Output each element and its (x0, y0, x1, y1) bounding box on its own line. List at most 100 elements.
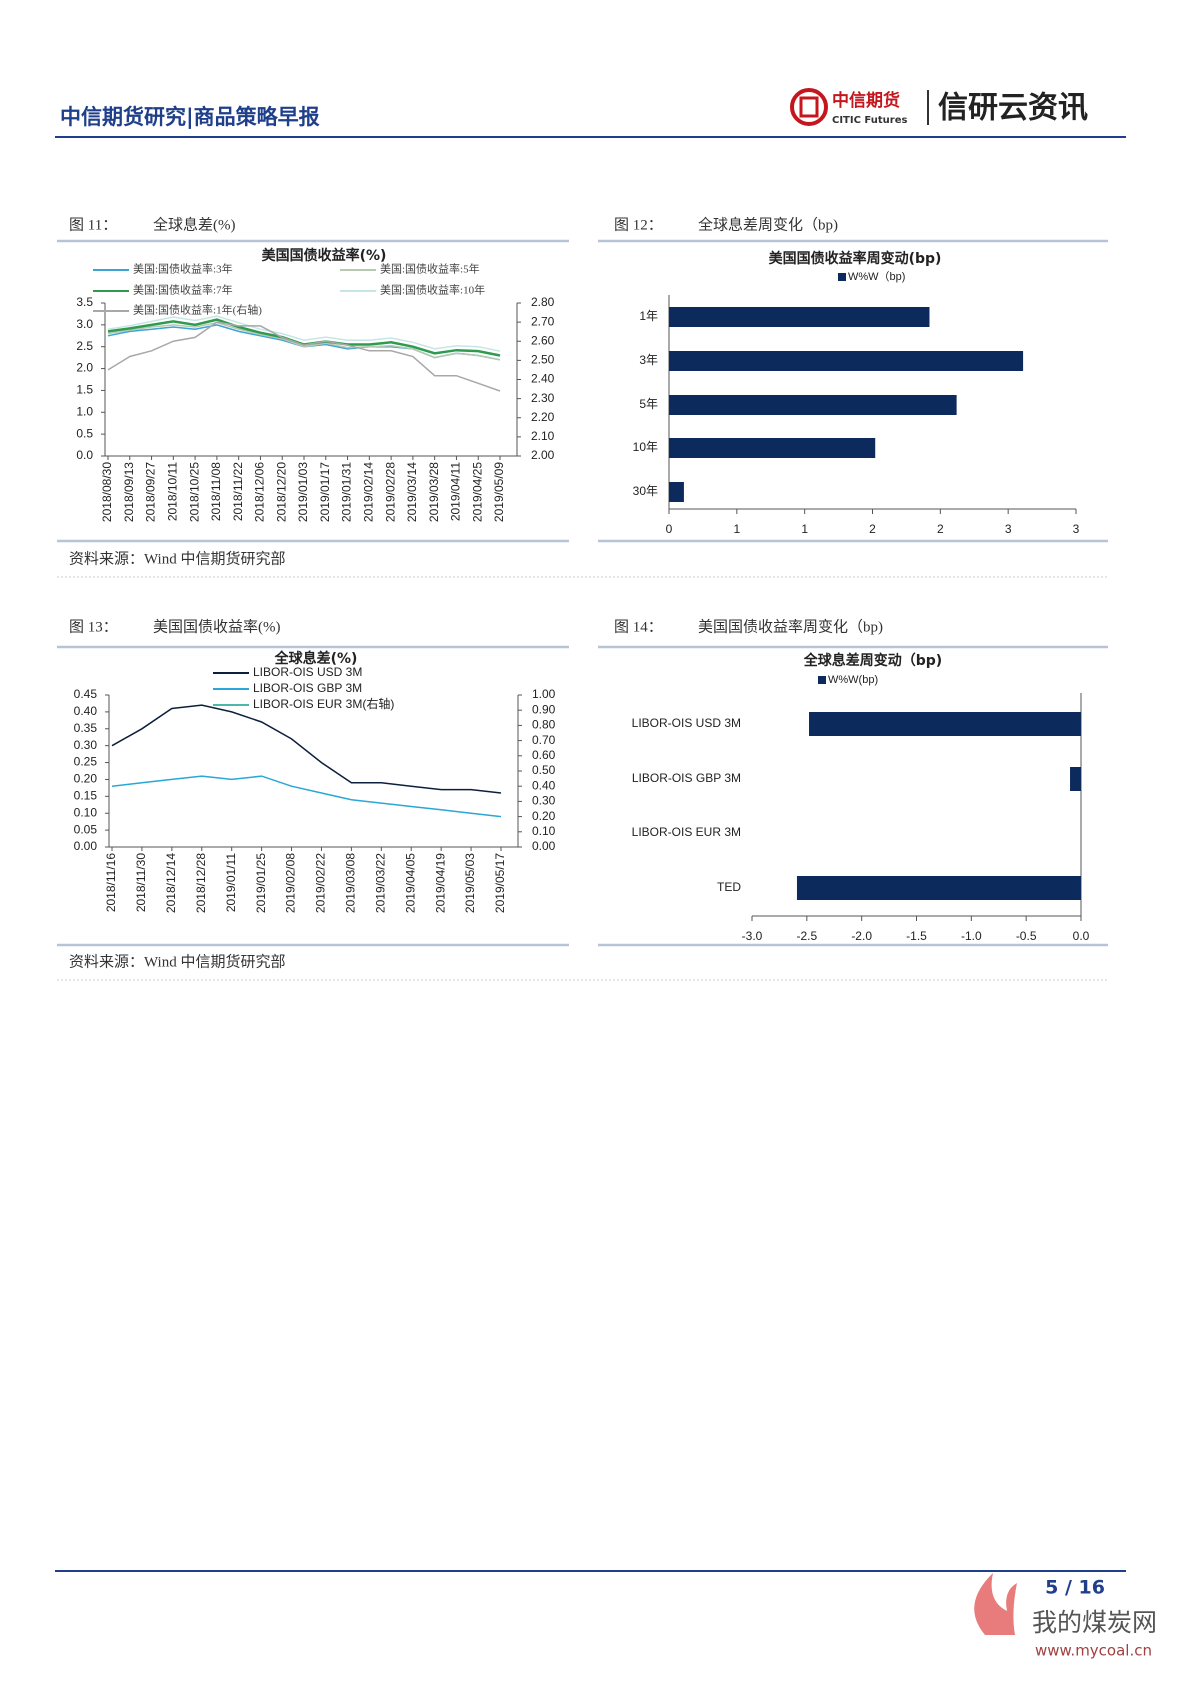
x-tick-label: 2019/04/11 (449, 462, 463, 521)
x-tick-label: 1 (801, 522, 808, 536)
x-tick-label: -3.0 (742, 929, 763, 943)
x-tick-label: 2019/05/03 (463, 853, 477, 913)
legend-label: 美国:国债收益率:1年(右轴) (133, 303, 262, 317)
series-line (111, 775, 502, 818)
legend-label: LIBOR-OIS USD 3M (253, 665, 362, 679)
x-tick-label: 2019/03/22 (373, 853, 387, 913)
x-tick-label: -0.5 (1016, 929, 1037, 943)
y-tick-label: 2.5 (76, 339, 93, 353)
x-tick-label: 1 (733, 522, 740, 536)
y2-tick-label: 0.60 (532, 748, 556, 762)
x-tick-label: 2018/11/30 (134, 853, 148, 912)
bar (669, 351, 1024, 371)
bar (669, 438, 876, 458)
x-tick-label: 2018/11/22 (231, 462, 245, 521)
x-tick-label: 2018/12/20 (274, 462, 288, 522)
figure-label: 图 14： (614, 618, 663, 635)
legend-swatch (838, 273, 846, 281)
x-tick-label: -2.5 (796, 929, 817, 943)
y-tick-label: 0.05 (74, 822, 98, 836)
chart-title: 全球息差(%) (274, 650, 358, 667)
logo-cn: 中信期货 (832, 90, 900, 111)
watermark-logo (974, 1573, 1017, 1635)
y-tick-label: 0.25 (74, 755, 98, 769)
logo-en: CITIC Futures (832, 115, 907, 126)
y-tick-label: 0.30 (74, 738, 98, 752)
legend-swatch (818, 676, 826, 684)
figure-caption: 美国国债收益率(%) (153, 618, 281, 635)
y2-tick-label: 2.80 (531, 295, 555, 309)
bar (669, 307, 930, 327)
y2-tick-label: 2.50 (531, 353, 555, 367)
series-line (107, 324, 501, 361)
figure-caption: 全球息差(%) (153, 215, 236, 233)
x-tick-label: 2 (937, 522, 944, 536)
y2-tick-label: 0.30 (532, 794, 556, 808)
x-tick-label: 2019/02/22 (314, 853, 328, 913)
x-tick-label: -2.0 (851, 929, 872, 943)
x-tick-label: 2019/01/17 (318, 462, 332, 522)
category-label: LIBOR-OIS EUR 3M (632, 825, 741, 839)
figure-caption: 美国国债收益率周变化（bp) (698, 618, 883, 635)
legend-label: 美国:国债收益率:7年 (133, 283, 233, 297)
y2-tick-label: 0.50 (532, 763, 556, 777)
x-tick-label: -1.0 (961, 929, 982, 943)
x-tick-label: 2019/01/11 (224, 853, 238, 912)
x-tick-label: 2018/12/14 (164, 853, 178, 913)
x-tick-label: 0 (666, 522, 673, 536)
x-tick-label: 2019/03/08 (344, 853, 358, 913)
x-tick-label: 2018/11/16 (104, 853, 118, 912)
x-tick-label: 2018/09/27 (144, 462, 158, 522)
series-line (107, 315, 501, 352)
y2-tick-label: 2.40 (531, 372, 555, 386)
chart-title: 美国国债收益率(%) (262, 247, 387, 264)
category-label: 10年 (633, 440, 658, 454)
x-tick-label: 0.0 (1073, 929, 1090, 943)
y2-tick-label: 0.80 (532, 718, 556, 732)
x-tick-label: 2019/02/28 (383, 462, 397, 522)
legend-label: LIBOR-OIS EUR 3M(右轴) (253, 696, 394, 711)
y2-tick-label: 2.20 (531, 410, 555, 424)
logo-icon-inner (799, 96, 819, 118)
x-tick-label: 2019/03/14 (405, 462, 419, 522)
x-tick-label: 2018/08/30 (100, 462, 114, 522)
x-tick-label: 2018/09/13 (122, 462, 136, 522)
x-tick-label: 2 (869, 522, 876, 536)
y2-tick-label: 0.40 (532, 778, 556, 792)
series-line (111, 704, 502, 794)
x-tick-label: 2019/01/25 (254, 853, 268, 913)
x-tick-label: -1.5 (906, 929, 927, 943)
legend-label: LIBOR-OIS GBP 3M (253, 681, 362, 695)
bar (1070, 767, 1081, 791)
category-label: LIBOR-OIS USD 3M (632, 716, 741, 730)
x-tick-label: 2018/10/25 (187, 462, 201, 522)
y2-tick-label: 1.00 (532, 687, 556, 701)
y2-tick-label: 2.60 (531, 333, 555, 347)
legend-label: 美国:国债收益率:10年 (380, 283, 485, 297)
legend-label: W%W（bp) (848, 270, 905, 283)
x-tick-label: 3 (1005, 522, 1012, 536)
y-tick-label: 0.35 (74, 721, 98, 735)
category-label: TED (717, 880, 741, 894)
y2-tick-label: 0.70 (532, 733, 556, 747)
legend-label: 美国:国债收益率:3年 (133, 262, 233, 276)
x-tick-label: 2019/05/09 (492, 462, 506, 522)
category-label: 30年 (633, 484, 658, 498)
y-tick-label: 2.0 (76, 361, 93, 375)
x-tick-label: 3 (1073, 522, 1080, 536)
y2-tick-label: 0.20 (532, 809, 556, 823)
header-title: 中信期货研究|商品策略早报 (60, 105, 320, 130)
y-tick-label: 0.5 (76, 426, 93, 440)
y-tick-label: 3.5 (76, 295, 93, 309)
bar (796, 876, 1081, 900)
x-tick-label: 2019/01/03 (296, 462, 310, 522)
x-tick-label: 2019/02/08 (284, 853, 298, 913)
bar (669, 482, 684, 502)
x-tick-label: 2018/11/08 (209, 462, 223, 521)
source-note: 资料来源：Wind 中信期货研究部 (69, 953, 285, 970)
x-tick-label: 2018/12/06 (253, 462, 267, 522)
bar (669, 395, 957, 415)
legend-label: W%W(bp) (828, 674, 878, 686)
y-tick-label: 1.5 (76, 383, 93, 397)
